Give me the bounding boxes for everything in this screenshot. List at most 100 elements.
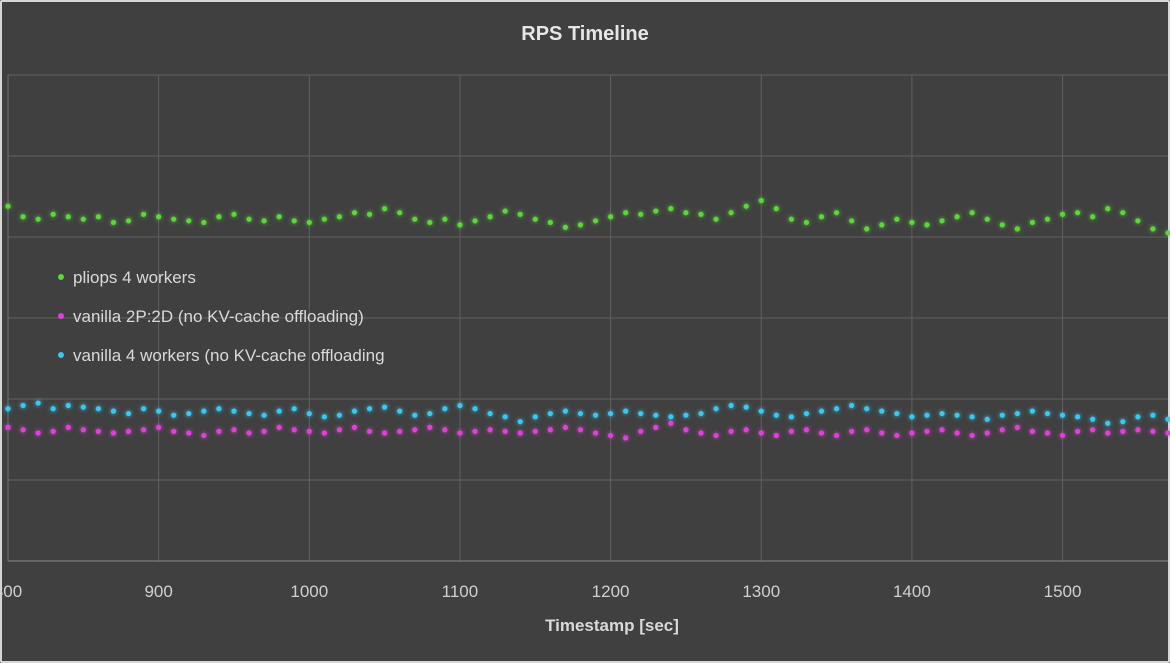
data-point <box>186 430 192 436</box>
data-point <box>397 408 403 414</box>
data-point <box>668 420 674 426</box>
data-point <box>758 408 764 414</box>
data-point <box>442 427 448 433</box>
data-point <box>80 216 86 222</box>
data-point <box>1044 430 1051 436</box>
data-point <box>743 203 749 209</box>
data-point <box>366 428 373 434</box>
data-point <box>291 218 297 224</box>
data-point <box>864 226 870 232</box>
data-point <box>1150 412 1156 418</box>
data-point <box>607 214 614 220</box>
data-point <box>1135 414 1141 420</box>
data-point <box>607 432 614 439</box>
data-point <box>638 410 644 417</box>
legend-marker <box>58 313 64 319</box>
data-point <box>412 216 418 222</box>
data-point <box>743 404 749 410</box>
data-point <box>969 210 975 216</box>
data-point <box>1075 414 1081 420</box>
data-point <box>969 414 975 420</box>
data-point <box>95 214 101 220</box>
data-point <box>698 410 704 417</box>
data-point <box>1150 428 1156 434</box>
data-point <box>125 218 132 224</box>
legend-marker <box>58 352 64 358</box>
data-point <box>833 406 840 412</box>
data-point <box>939 410 945 417</box>
x-tick-labels: 800 900 1000 1100 1200 1300 1400 1500 <box>0 582 1081 601</box>
data-point <box>879 408 885 414</box>
data-point <box>803 219 810 226</box>
chart-title: RPS Timeline <box>521 23 648 45</box>
data-point <box>472 428 478 434</box>
series-layer <box>5 197 1170 441</box>
x-tick-label: 1500 <box>1044 582 1082 601</box>
data-point <box>788 428 794 434</box>
data-point <box>291 427 297 433</box>
data-point <box>125 428 132 434</box>
data-point <box>412 412 418 418</box>
data-point <box>954 430 960 436</box>
data-point <box>698 430 704 436</box>
data-point <box>110 430 117 436</box>
data-point <box>653 208 659 214</box>
x-tick-label: 1000 <box>290 582 328 601</box>
data-point <box>1120 419 1126 425</box>
data-point <box>758 197 764 204</box>
data-point <box>577 222 584 228</box>
data-point <box>276 214 282 220</box>
data-point <box>502 428 508 434</box>
data-point <box>879 222 885 228</box>
legend-marker <box>58 274 64 280</box>
data-point <box>909 430 915 436</box>
data-point <box>306 410 312 417</box>
data-point <box>562 224 569 230</box>
data-point <box>321 216 327 222</box>
data-point <box>683 210 689 216</box>
data-point <box>1105 420 1111 426</box>
data-point <box>788 414 794 420</box>
data-point <box>1014 424 1020 430</box>
data-point <box>321 414 327 420</box>
data-point <box>397 428 403 434</box>
data-point <box>457 222 463 228</box>
data-point <box>668 206 674 212</box>
data-point <box>954 412 960 418</box>
x-axis-label: Timestamp [sec] <box>545 616 679 635</box>
data-point <box>638 211 644 217</box>
data-point <box>683 412 689 418</box>
data-point <box>653 424 659 430</box>
data-point <box>532 428 538 434</box>
data-point <box>1105 206 1111 212</box>
data-point <box>487 214 493 220</box>
data-point <box>397 210 403 216</box>
data-point <box>924 222 930 228</box>
data-point <box>623 408 629 414</box>
data-point <box>849 402 855 409</box>
data-point <box>773 412 779 418</box>
data-point <box>246 430 252 436</box>
data-point <box>5 203 11 209</box>
data-point <box>547 427 553 433</box>
data-point <box>1044 216 1051 222</box>
data-point <box>773 432 779 439</box>
data-point <box>999 222 1005 228</box>
data-point <box>186 218 192 224</box>
data-point <box>909 414 915 420</box>
data-point <box>999 427 1005 433</box>
data-point <box>1029 219 1036 226</box>
x-tick-label: 900 <box>144 582 172 601</box>
data-point <box>20 214 26 220</box>
data-point <box>1090 427 1096 433</box>
data-point <box>517 419 523 425</box>
data-point <box>351 210 358 216</box>
data-point <box>864 427 870 433</box>
data-point <box>201 408 207 414</box>
data-point <box>457 402 463 409</box>
data-point <box>65 402 71 409</box>
data-point <box>623 435 629 441</box>
data-point <box>382 404 388 410</box>
data-point <box>201 219 207 226</box>
